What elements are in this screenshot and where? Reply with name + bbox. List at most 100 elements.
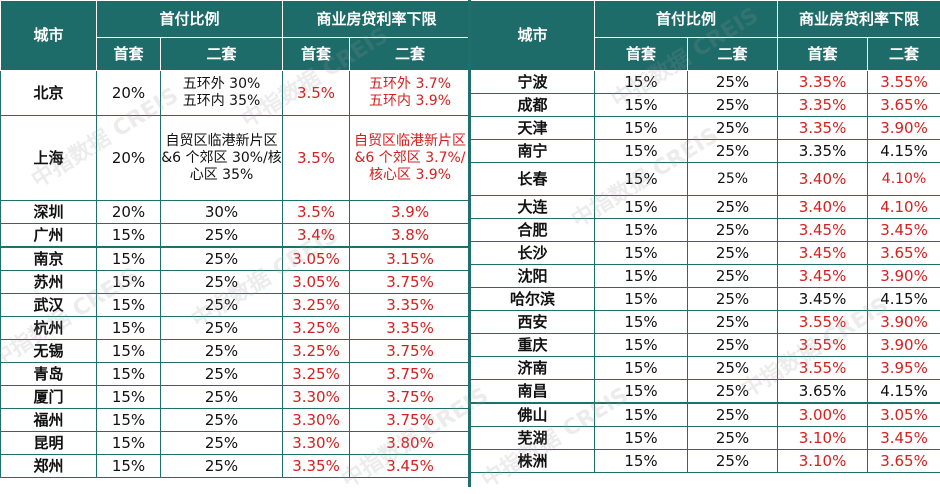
header-second-home: 二套 xyxy=(688,38,778,71)
first-home-down-payment: 15% xyxy=(97,317,161,340)
first-home-rate-floor: 3.4% xyxy=(283,224,350,248)
second-home-rate-floor: 4.10% xyxy=(868,196,940,219)
second-home-rate-floor: 3.90% xyxy=(868,311,940,334)
city-cell: 成都 xyxy=(471,94,595,117)
second-home-rate-floor: 3.15% xyxy=(350,247,471,271)
first-home-down-payment: 20% xyxy=(97,116,161,201)
table-divider xyxy=(468,0,471,487)
header-first-home: 首套 xyxy=(283,38,350,71)
first-home-rate-floor: 3.25% xyxy=(283,317,350,340)
city-cell: 深圳 xyxy=(1,201,97,224)
first-home-down-payment: 15% xyxy=(595,242,688,265)
first-home-rate-floor: 3.45% xyxy=(778,265,868,288)
second-home-rate-floor: 3.45% xyxy=(350,455,471,478)
first-home-down-payment: 15% xyxy=(595,380,688,404)
city-cell: 武汉 xyxy=(1,294,97,317)
header-second-home: 二套 xyxy=(868,38,940,71)
first-home-rate-floor: 3.35% xyxy=(778,117,868,140)
first-home-rate-floor: 3.45% xyxy=(778,219,868,242)
second-home-down-payment: 25% xyxy=(688,403,778,427)
first-home-down-payment: 15% xyxy=(595,334,688,357)
first-home-down-payment: 15% xyxy=(97,363,161,386)
first-home-down-payment: 15% xyxy=(97,271,161,294)
second-home-down-payment: 25% xyxy=(161,224,283,248)
second-home-down-payment: 25% xyxy=(688,357,778,380)
second-home-rate-floor: 3.9% xyxy=(350,201,471,224)
first-home-down-payment: 15% xyxy=(97,294,161,317)
city-cell: 西安 xyxy=(471,311,595,334)
second-home-down-payment: 25% xyxy=(688,196,778,219)
first-home-rate-floor: 3.35% xyxy=(778,140,868,163)
first-home-down-payment: 15% xyxy=(97,340,161,363)
first-home-rate-floor: 3.10% xyxy=(778,450,868,473)
header-city: 城市 xyxy=(1,1,97,71)
first-home-rate-floor: 3.25% xyxy=(283,294,350,317)
first-home-down-payment: 15% xyxy=(595,450,688,473)
city-cell: 苏州 xyxy=(1,271,97,294)
second-home-rate-floor: 3.75% xyxy=(350,271,471,294)
second-home-down-payment: 25% xyxy=(688,117,778,140)
first-home-rate-floor: 3.45% xyxy=(778,242,868,265)
first-home-down-payment: 15% xyxy=(595,357,688,380)
second-home-down-payment: 25% xyxy=(688,219,778,242)
first-home-rate-floor: 3.25% xyxy=(283,340,350,363)
header-second-home: 二套 xyxy=(161,38,283,71)
second-home-rate-floor: 3.90% xyxy=(868,117,940,140)
first-home-rate-floor: 3.30% xyxy=(283,409,350,432)
city-cell: 无锡 xyxy=(1,340,97,363)
second-home-rate-floor: 3.75% xyxy=(350,363,471,386)
second-home-down-payment: 25% xyxy=(688,334,778,357)
city-cell: 株洲 xyxy=(471,450,595,473)
first-home-rate-floor: 3.40% xyxy=(778,163,868,196)
first-home-rate-floor: 3.35% xyxy=(283,455,350,478)
first-home-rate-floor: 3.55% xyxy=(778,311,868,334)
city-cell: 宁波 xyxy=(471,71,595,94)
city-cell: 大连 xyxy=(471,196,595,219)
second-home-rate-floor: 3.05% xyxy=(868,403,940,427)
second-home-down-payment: 25% xyxy=(161,455,283,478)
city-cell: 青岛 xyxy=(1,363,97,386)
first-home-down-payment: 15% xyxy=(595,117,688,140)
first-home-down-payment: 15% xyxy=(595,94,688,117)
first-home-rate-floor: 3.5% xyxy=(283,201,350,224)
first-home-down-payment: 15% xyxy=(97,432,161,455)
second-home-down-payment: 25% xyxy=(161,340,283,363)
first-home-down-payment: 15% xyxy=(595,288,688,311)
first-home-down-payment: 15% xyxy=(595,140,688,163)
second-home-down-payment: 25% xyxy=(688,427,778,450)
second-home-down-payment: 25% xyxy=(161,409,283,432)
second-home-rate-floor: 自贸区临港新片区&6 个郊区 3.7%/核心区 3.9% xyxy=(350,116,471,201)
first-home-down-payment: 15% xyxy=(595,427,688,450)
city-cell: 上海 xyxy=(1,116,97,201)
second-home-down-payment: 25% xyxy=(688,94,778,117)
second-home-down-payment: 25% xyxy=(688,311,778,334)
first-home-rate-floor: 3.5% xyxy=(283,116,350,201)
first-home-rate-floor: 3.30% xyxy=(283,432,350,455)
second-home-down-payment: 25% xyxy=(161,247,283,271)
first-home-down-payment: 15% xyxy=(595,311,688,334)
second-home-rate-floor: 3.75% xyxy=(350,340,471,363)
city-cell: 广州 xyxy=(1,224,97,248)
second-home-rate-floor: 3.75% xyxy=(350,409,471,432)
city-cell: 昆明 xyxy=(1,432,97,455)
second-home-down-payment: 25% xyxy=(688,265,778,288)
second-home-down-payment: 30% xyxy=(161,201,283,224)
city-cell: 郑州 xyxy=(1,455,97,478)
second-home-rate-floor: 3.90% xyxy=(868,265,940,288)
second-home-down-payment: 25% xyxy=(161,386,283,409)
second-home-down-payment: 25% xyxy=(688,288,778,311)
city-cell: 济南 xyxy=(471,357,595,380)
first-home-down-payment: 20% xyxy=(97,71,161,116)
second-home-rate-floor: 3.65% xyxy=(868,94,940,117)
